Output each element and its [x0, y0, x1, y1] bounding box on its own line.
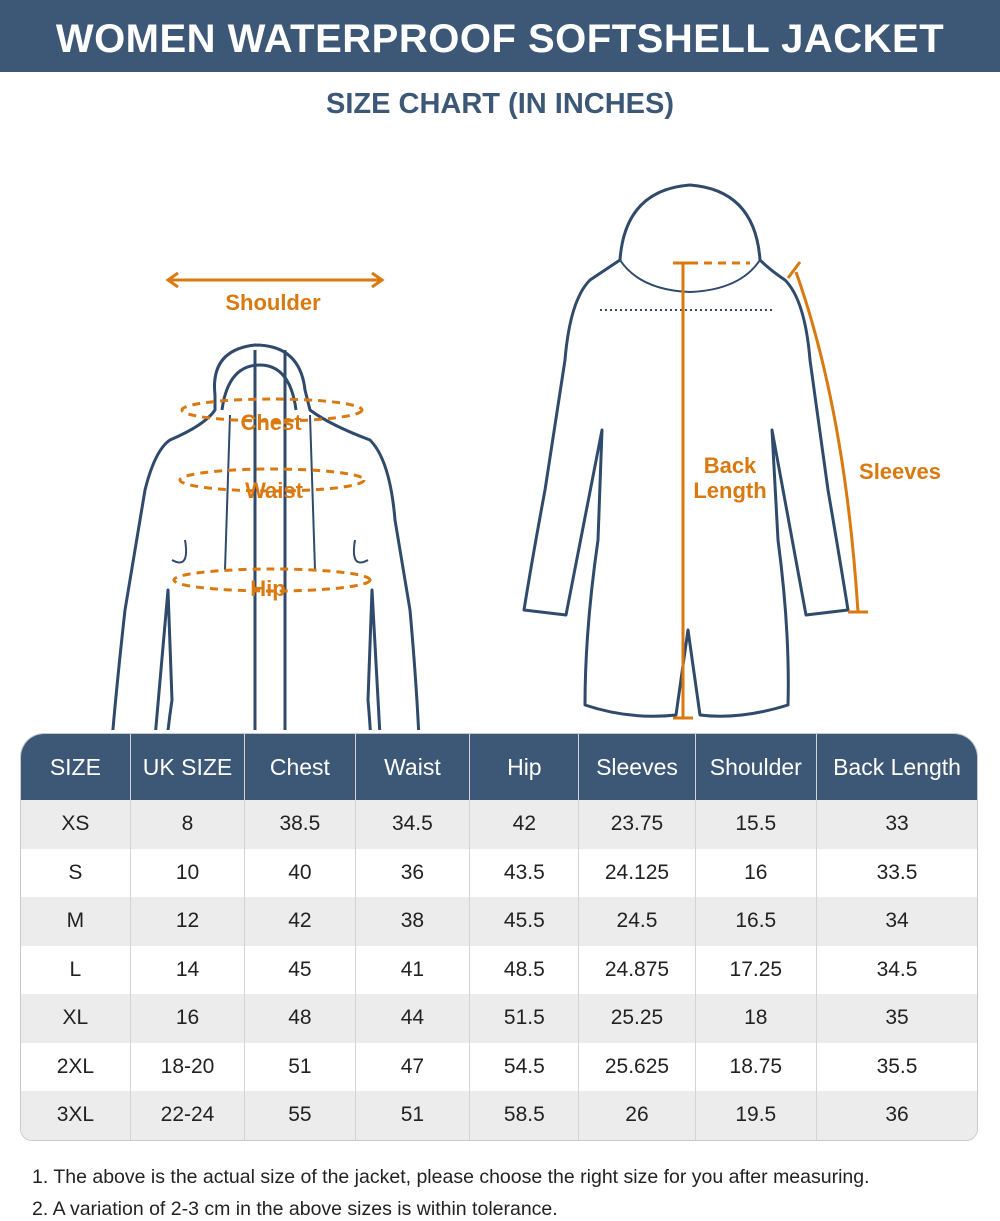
table-cell: 14 — [131, 945, 246, 994]
size-table: SIZE UK SIZE Chest Waist Hip Sleeves Shoulder B… — [20, 733, 978, 1141]
table-row: 2XL 18-20 51 47 54.5 25.625 18.75 35.5 — [21, 1042, 977, 1091]
note: 2. A variation of 2-3 cm in the above si… — [32, 1198, 558, 1220]
table-cell: 47 — [356, 1042, 471, 1091]
table-cell: 24.125 — [579, 848, 696, 897]
table-cell: 2XL — [21, 1042, 131, 1091]
table-cell: 42 — [245, 897, 356, 946]
subtitle: SIZE CHART (IN INCHES) — [326, 88, 674, 120]
table-cell: 38.5 — [245, 800, 356, 849]
table-row: XL 16 48 44 51.5 25.25 18 35 — [21, 994, 977, 1043]
table-body: XS 8 38.5 34.5 42 23.75 15.5 33 S 10 40 36 43.5 24.12… — [21, 800, 977, 1140]
table-cell: M — [21, 897, 131, 946]
column-header: UK SIZE — [130, 734, 246, 800]
table-cell: 34.5 — [355, 800, 471, 849]
table-cell: 17.25 — [696, 945, 818, 994]
note: 1. The above is the actual size of the j… — [32, 1166, 870, 1188]
table-cell: 25.25 — [579, 994, 696, 1043]
back-measures — [673, 261, 868, 720]
table-cell: 43.5 — [470, 848, 580, 897]
column-header: Sleeves — [579, 734, 696, 800]
sleeves-label: Sleeves — [859, 459, 941, 484]
table-cell: 51.5 — [470, 994, 580, 1043]
table-cell: 34.5 — [876, 957, 918, 981]
table-cell: 16 — [130, 994, 246, 1043]
table-cell: 19.5 — [695, 1091, 818, 1140]
shoulder-label: Shoulder — [225, 290, 321, 315]
table-cell: 55 — [245, 1091, 356, 1140]
table-cell: 35.5 — [876, 1054, 918, 1078]
title: WOMEN WATERPROOF SOFTSHELL JACKET — [0, 0, 1000, 72]
waist-label: Waist — [245, 478, 304, 503]
table-cell: 8 — [130, 800, 246, 849]
table-cell: 18-20 — [131, 1042, 246, 1091]
table-cell: 36 — [356, 848, 471, 897]
back-length-label: Length — [693, 478, 766, 503]
table-cell: 16.5 — [695, 897, 818, 946]
header-row: SIZE UK SIZE Chest Waist Hip Sleeves Shoulder B… — [21, 734, 977, 800]
table-cell: 10 — [131, 848, 246, 897]
table-row: L 14 45 41 48.5 24.875 17.25 34.5 — [21, 945, 977, 994]
table-cell: 18.75 — [696, 1042, 818, 1091]
table-cell: 33 — [817, 800, 977, 849]
table-cell: 58.5 — [470, 1091, 580, 1140]
table-cell: 33.5 — [876, 860, 918, 884]
table-cell: 24.5 — [579, 897, 696, 946]
table-cell: 25.625 — [579, 1042, 696, 1091]
table-row: M 12 42 38 45.5 24.5 16.5 34 — [21, 897, 977, 946]
column-header: Shoulder — [695, 734, 818, 800]
table-cell: XS — [21, 800, 131, 849]
table-row: 3XL 22-24 55 51 58.5 26 19.5 36 — [21, 1091, 977, 1140]
table-cell: 54.5 — [470, 1042, 580, 1091]
table-cell: XL — [21, 994, 131, 1043]
table-cell: 42 — [470, 800, 580, 849]
table-cell: 34 — [817, 897, 977, 946]
table-cell: L — [21, 945, 131, 994]
table-cell: 44 — [355, 994, 471, 1043]
table-cell: 22-24 — [130, 1091, 246, 1140]
table-cell: 18 — [695, 994, 818, 1043]
table-cell: 23.75 — [579, 800, 696, 849]
back-jacket — [522, 183, 850, 718]
hip-label: Hip — [250, 576, 285, 601]
table-cell: 48 — [245, 994, 356, 1043]
table-cell: 24.875 — [579, 945, 696, 994]
column-header: Back Length — [817, 734, 977, 800]
table-cell: 38 — [355, 897, 471, 946]
table-cell: 51 — [245, 1042, 356, 1091]
table-cell: 3XL — [21, 1091, 131, 1140]
chest-label: Chest — [240, 410, 302, 435]
table-cell: 48.5 — [470, 945, 580, 994]
table-cell: 12 — [130, 897, 246, 946]
front-jacket — [111, 343, 421, 730]
column-header: Chest — [245, 734, 356, 800]
back-length-label: Back — [704, 453, 757, 478]
table-cell: 36 — [817, 1091, 977, 1140]
table-cell: 40 — [245, 848, 356, 897]
column-header: Waist — [355, 734, 471, 800]
table-row: XS 8 38.5 34.5 42 23.75 15.5 33 — [21, 800, 977, 849]
table-cell: 41 — [356, 945, 471, 994]
table-cell: S — [21, 848, 131, 897]
table-cell: 45 — [245, 945, 356, 994]
table-cell: 45.5 — [470, 897, 580, 946]
table-row: S 10 40 36 43.5 24.125 16 33.5 — [21, 848, 977, 897]
jacket-diagram: Shoulder Chest Waist Hip Back Length Sle… — [111, 183, 941, 730]
table-cell: 35 — [817, 994, 977, 1043]
table-cell: 15.5 — [695, 800, 818, 849]
column-header: SIZE — [21, 734, 131, 800]
table-cell: 51 — [355, 1091, 471, 1140]
table-cell: 16 — [696, 848, 818, 897]
table-cell: 26 — [579, 1091, 696, 1140]
front-measures — [165, 271, 385, 593]
column-header: Hip — [470, 734, 580, 800]
